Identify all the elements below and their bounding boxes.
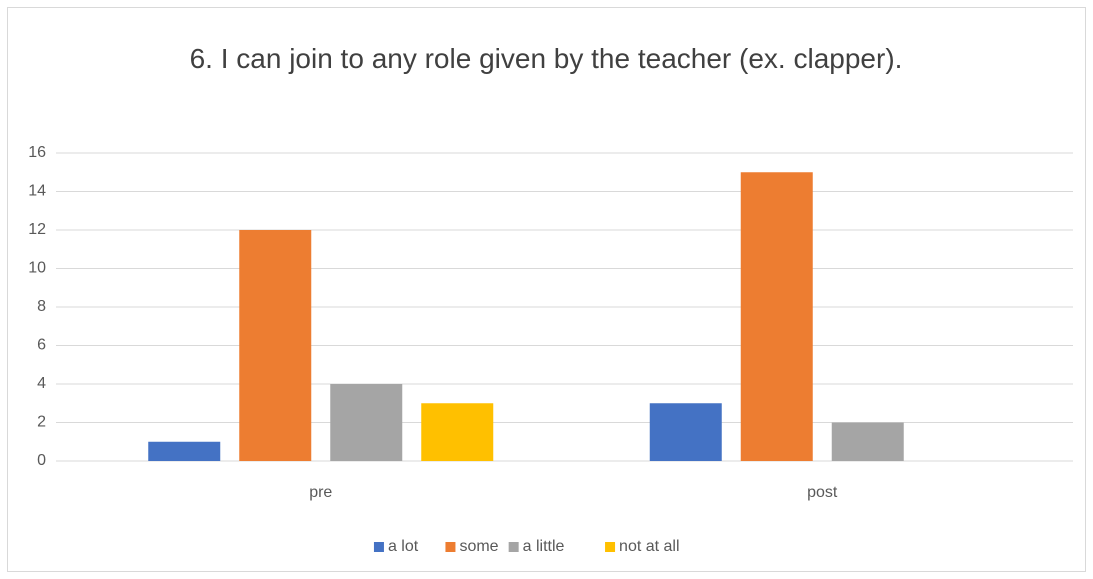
legend-swatch: [508, 542, 519, 552]
legend-label: some: [459, 538, 498, 555]
bar: [148, 441, 221, 461]
chart-title: 6. I can join to any role given by the t…: [189, 43, 903, 74]
bar: [831, 422, 904, 461]
legend-label: not at all: [619, 538, 679, 555]
y-tick-label: 12: [28, 221, 46, 238]
y-tick-label: 16: [28, 144, 46, 161]
y-tick-label: 8: [37, 298, 46, 315]
legend-label: a lot: [388, 538, 419, 555]
bar: [239, 230, 312, 461]
bar: [421, 403, 494, 461]
y-tick-label: 4: [37, 375, 46, 392]
legend-swatch: [605, 542, 616, 552]
bar: [740, 172, 813, 461]
bar: [649, 403, 722, 461]
y-tick-label: 6: [37, 337, 46, 354]
bar: [330, 384, 403, 461]
y-tick-label: 2: [37, 414, 46, 431]
y-tick-label: 10: [28, 260, 46, 277]
legend-swatch: [445, 542, 456, 552]
legend-swatch: [373, 542, 384, 552]
chart-border: [7, 7, 1086, 572]
x-tick-label: pre: [309, 484, 332, 501]
legend-label: a little: [523, 538, 565, 555]
y-tick-label: 14: [28, 183, 46, 200]
y-tick-label: 0: [37, 452, 46, 469]
x-tick-label: post: [807, 484, 838, 501]
